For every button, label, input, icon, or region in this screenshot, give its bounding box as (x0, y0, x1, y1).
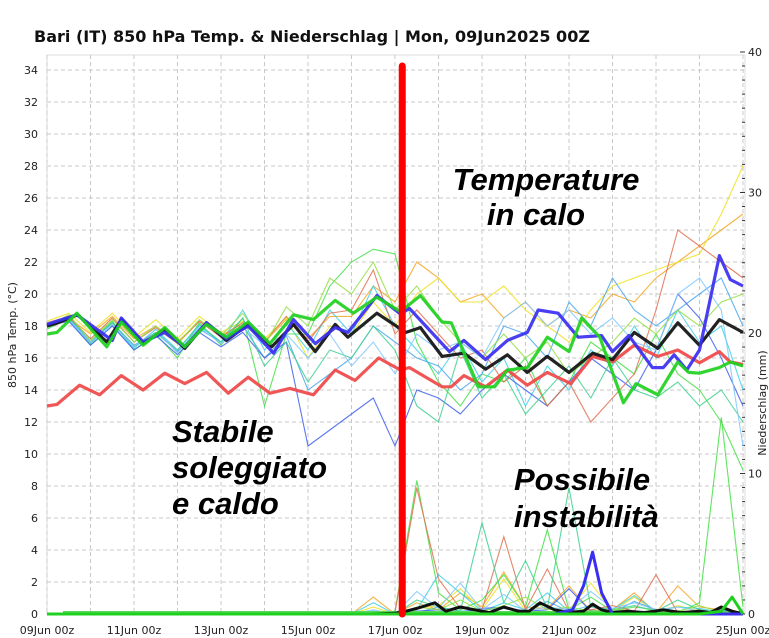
y-tick-label: 18 (24, 320, 38, 333)
y2-tick-label: 10 (748, 468, 762, 481)
y-tick-label: 26 (24, 192, 38, 205)
x-axis: 09Jun 00z 11Jun 00z 13Jun 00z 15Jun 00z 17Ju… (20, 624, 769, 637)
x-tick-label: 11Jun 00z (107, 624, 162, 637)
y-tick-label: 10 (24, 448, 38, 461)
x-tick-label: 09Jun 00z (20, 624, 75, 637)
y2-tick-label: 20 (748, 327, 762, 340)
chart-title: Bari (IT) 850 hPa Temp. & Niederschlag |… (34, 27, 590, 47)
y-tick-label: 30 (24, 128, 38, 141)
member-temp-line-10 (46, 277, 744, 447)
annotation-temperature-line2: in calo (487, 197, 585, 232)
x-tick-label: 21Jun 00z (542, 624, 597, 637)
operational-temp-line (46, 254, 744, 372)
y-tick-label: 32 (24, 96, 38, 109)
y-tick-label: 2 (31, 576, 38, 589)
y-tick-label: 14 (24, 384, 38, 397)
x-tick-label: 19Jun 00z (455, 624, 510, 637)
y2-tick-label: 0 (748, 608, 755, 621)
y-tick-label: 0 (31, 608, 38, 621)
y-tick-label: 28 (24, 160, 38, 173)
x-tick-label: 15Jun 00z (281, 624, 336, 637)
control-precip-line (47, 601, 744, 616)
annotation-stable-line3: e caldo (172, 486, 279, 521)
y-tick-label: 22 (24, 256, 38, 269)
y-tick-label: 12 (24, 416, 38, 429)
y2-tick-label: 40 (748, 46, 762, 59)
member-temp-line-6 (46, 292, 744, 448)
y2-axis-label: Niederschlag (mm) (756, 350, 769, 455)
y-tick-label: 24 (24, 224, 38, 237)
y2-tick-label: 30 (748, 187, 762, 200)
y-tick-label: 4 (31, 544, 38, 557)
annotation-instability-line2: instabilità (514, 499, 659, 534)
y-axis-label: 850 hPa Temp. (°C) (6, 282, 19, 388)
y-tick-label: 6 (31, 512, 38, 525)
y-tick-label: 16 (24, 352, 38, 365)
grid (46, 55, 745, 614)
y-axis-right: 0 10 20 30 40 (740, 46, 762, 621)
annotation-instability-line1: Possibile (514, 462, 650, 497)
ensemble-mean-temp-line (46, 294, 744, 405)
annotations: Temperature in calo Stabile soleggiato e… (172, 162, 659, 534)
y-tick-label: 34 (24, 64, 38, 77)
annotation-stable-line2: soleggiato (172, 450, 327, 485)
ensemble-mean-precip-line (47, 595, 745, 616)
y-tick-label: 20 (24, 288, 38, 301)
x-tick-label: 25Jun 00z (716, 624, 769, 637)
annotation-temperature-line1: Temperature (453, 162, 640, 197)
annotation-stable-line1: Stabile (172, 414, 274, 449)
x-tick-label: 13Jun 00z (194, 624, 249, 637)
y-tick-label: 8 (31, 480, 38, 493)
member-temp-line-8 (46, 317, 744, 423)
x-tick-label: 17Jun 00z (368, 624, 423, 637)
x-tick-label: 23Jun 00z (629, 624, 684, 637)
